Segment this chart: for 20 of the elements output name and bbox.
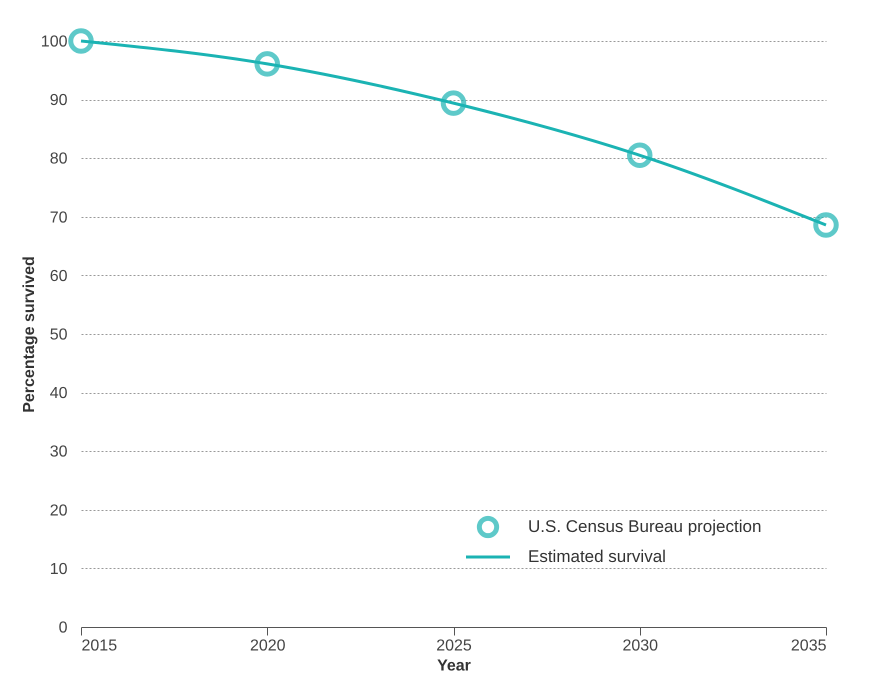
x-tick-label: 2025 bbox=[436, 638, 472, 654]
y-tick-label: 10 bbox=[50, 560, 68, 578]
y-tick-label: 0 bbox=[58, 620, 68, 636]
x-tick-label: 2015 bbox=[82, 638, 118, 654]
x-tick-label: 2035 bbox=[790, 638, 827, 654]
y-tick-label: 40 bbox=[50, 385, 68, 402]
y-axis-title: Percentage survived bbox=[20, 256, 38, 413]
legend-label: Estimated survival bbox=[528, 547, 666, 566]
x-tick-label: 2020 bbox=[250, 638, 286, 654]
y-tick-label: 60 bbox=[50, 268, 68, 285]
x-axis-title: Year bbox=[437, 658, 471, 674]
y-tick-label: 20 bbox=[50, 502, 68, 520]
y-tick-label: 90 bbox=[50, 92, 68, 110]
y-tick-label: 100 bbox=[40, 34, 68, 50]
y-tick-label: 50 bbox=[50, 326, 68, 344]
legend-label: U.S. Census Bureau projection bbox=[528, 517, 762, 536]
y-tick-label: 70 bbox=[50, 209, 68, 226]
y-tick-label: 30 bbox=[50, 444, 68, 461]
y-tick-label: 80 bbox=[50, 150, 68, 168]
x-tick-label: 2030 bbox=[622, 638, 658, 654]
